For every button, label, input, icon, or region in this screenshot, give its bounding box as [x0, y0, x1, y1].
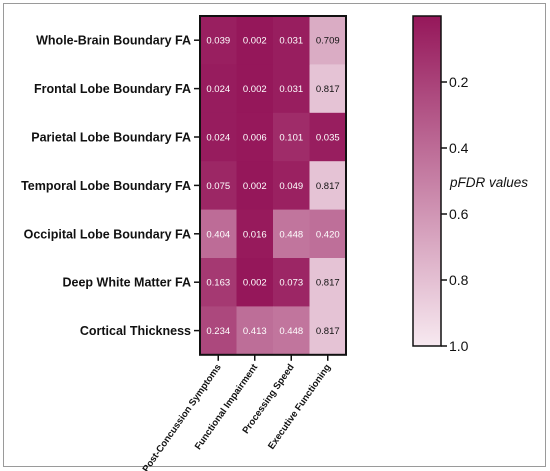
row-label: Occipital Lobe Boundary FA — [24, 227, 191, 241]
colorbar-tick-label: 0.8 — [449, 272, 469, 288]
heatmap-cell — [236, 209, 274, 259]
column-label: Functional Impairment — [193, 362, 261, 452]
heatmap-cell — [273, 64, 310, 114]
row-label: Temporal Lobe Boundary FA — [21, 179, 191, 193]
heatmap-value-label: 0.817 — [316, 181, 340, 192]
heatmap-value-label: 0.101 — [279, 133, 303, 144]
heatmap-cell — [309, 306, 347, 356]
row-label: Deep White Matter FA — [63, 276, 192, 290]
heatmap-value-label: 0.420 — [316, 229, 340, 240]
heatmap-cell — [236, 64, 274, 114]
heatmap-value-label: 0.031 — [279, 36, 303, 47]
heatmap-value-label: 0.075 — [206, 181, 230, 192]
column-label: Post-Concussion Symptoms — [141, 362, 224, 471]
heatmap-value-label: 0.024 — [206, 84, 230, 95]
row-labels: Whole-Brain Boundary FA Frontal Lobe Boun… — [21, 34, 191, 338]
heatmap-cell — [236, 161, 274, 211]
heatmap-cell — [200, 64, 237, 114]
heatmap-cell — [273, 209, 310, 259]
heatmap-cell — [200, 112, 237, 162]
heatmap-value-label: 0.817 — [316, 326, 340, 337]
heatmap-cell — [309, 161, 347, 211]
row-label: Whole-Brain Boundary FA — [36, 34, 191, 48]
row-label: Parietal Lobe Boundary FA — [31, 131, 191, 145]
heatmap-value-label: 0.002 — [243, 278, 267, 289]
heatmap-value-label: 0.073 — [279, 278, 303, 289]
row-label: Cortical Thickness — [80, 324, 191, 338]
heatmap-value-labels: 0.039 0.002 0.031 0.709 0.024 0.002 0.031 0.817… — [206, 36, 339, 337]
heatmap-axes — [194, 15, 347, 361]
heatmap-value-label: 0.817 — [316, 278, 340, 289]
heatmap-cell — [309, 112, 347, 162]
column-label: Executive Functioning — [266, 362, 333, 451]
heatmap-cell — [273, 306, 310, 356]
colorbar-ticks: 0.2 0.4 0.6 0.8 1.0 — [441, 74, 469, 354]
heatmap-value-label: 0.039 — [206, 36, 230, 47]
heatmap-value-label: 0.234 — [206, 326, 230, 337]
heatmap-cell — [200, 16, 237, 65]
heatmap-value-label: 0.404 — [206, 229, 230, 240]
colorbar: 0.2 0.4 0.6 0.8 1.0 pFDR values — [412, 15, 528, 354]
heatmap-value-label: 0.035 — [316, 133, 340, 144]
colorbar-tick-label: 0.6 — [449, 206, 469, 222]
heatmap-value-label: 0.002 — [243, 84, 267, 95]
heatmap-value-label: 0.016 — [243, 229, 267, 240]
heatmap-value-label: 0.817 — [316, 84, 340, 95]
heatmap-cell — [236, 306, 274, 356]
heatmap-value-label: 0.448 — [279, 326, 303, 337]
heatmap-cell — [236, 258, 274, 307]
row-label: Frontal Lobe Boundary FA — [34, 82, 191, 96]
colorbar-gradient — [412, 15, 442, 347]
heatmap-value-label: 0.031 — [279, 84, 303, 95]
heatmap-cell — [236, 16, 274, 65]
heatmap-cell — [309, 64, 347, 114]
heatmap-value-label: 0.006 — [243, 133, 267, 144]
colorbar-tick-label: 0.2 — [449, 74, 469, 90]
heatmap-cells — [200, 16, 347, 356]
heatmap-cell — [309, 209, 347, 259]
heatmap-cell — [273, 258, 310, 307]
heatmap-cell — [200, 209, 237, 259]
heatmap-value-label: 0.002 — [243, 36, 267, 47]
heatmap-cell — [200, 306, 237, 356]
heatmap-value-label: 0.448 — [279, 229, 303, 240]
heatmap-value-label: 0.413 — [243, 326, 267, 337]
heatmap-value-label: 0.163 — [206, 278, 230, 289]
heatmap-cell — [273, 112, 310, 162]
colorbar-title: pFDR values — [449, 175, 528, 190]
heatmap-cell — [200, 161, 237, 211]
heatmap-value-label: 0.002 — [243, 181, 267, 192]
heatmap-cell — [273, 16, 310, 65]
heatmap-cell — [309, 16, 347, 65]
heatmap-cell — [236, 112, 274, 162]
heatmap-cell — [273, 161, 310, 211]
heatmap-cell — [309, 258, 347, 307]
colorbar-tick-label: 1.0 — [449, 338, 469, 354]
colorbar-tick-label: 0.4 — [449, 140, 469, 156]
heatmap-cell — [200, 258, 237, 307]
heatmap-value-label: 0.024 — [206, 133, 230, 144]
heatmap-value-label: 0.709 — [316, 36, 340, 47]
heatmap-value-label: 0.049 — [279, 181, 303, 192]
figure-frame — [3, 3, 546, 467]
